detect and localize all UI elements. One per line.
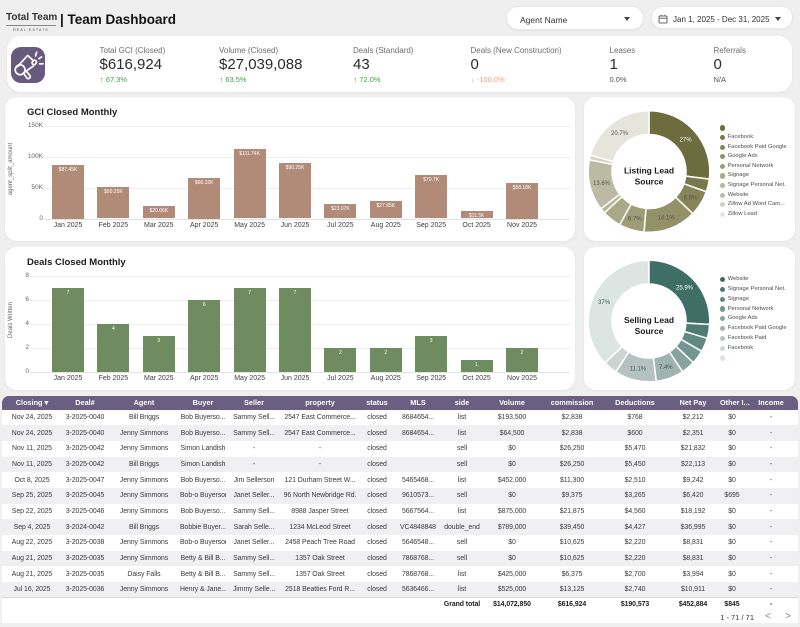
svg-text:20.7%: 20.7% xyxy=(611,131,629,137)
svg-text:13.6%: 13.6% xyxy=(593,181,611,187)
svg-text:25.9%: 25.9% xyxy=(676,286,694,292)
svg-text:11.1%: 11.1% xyxy=(630,367,647,373)
svg-text:Source: Source xyxy=(635,326,664,336)
svg-text:14.1%: 14.1% xyxy=(658,215,676,221)
svg-text:27%: 27% xyxy=(680,137,693,143)
svg-text:Source: Source xyxy=(635,176,664,186)
svg-text:6.7%: 6.7% xyxy=(628,216,642,222)
svg-text:Listing Lead: Listing Lead xyxy=(624,166,674,176)
svg-text:Selling Lead: Selling Lead xyxy=(624,315,674,325)
svg-text:37%: 37% xyxy=(598,300,611,306)
svg-text:6.8%: 6.8% xyxy=(684,195,698,201)
svg-text:7.4%: 7.4% xyxy=(659,365,673,371)
